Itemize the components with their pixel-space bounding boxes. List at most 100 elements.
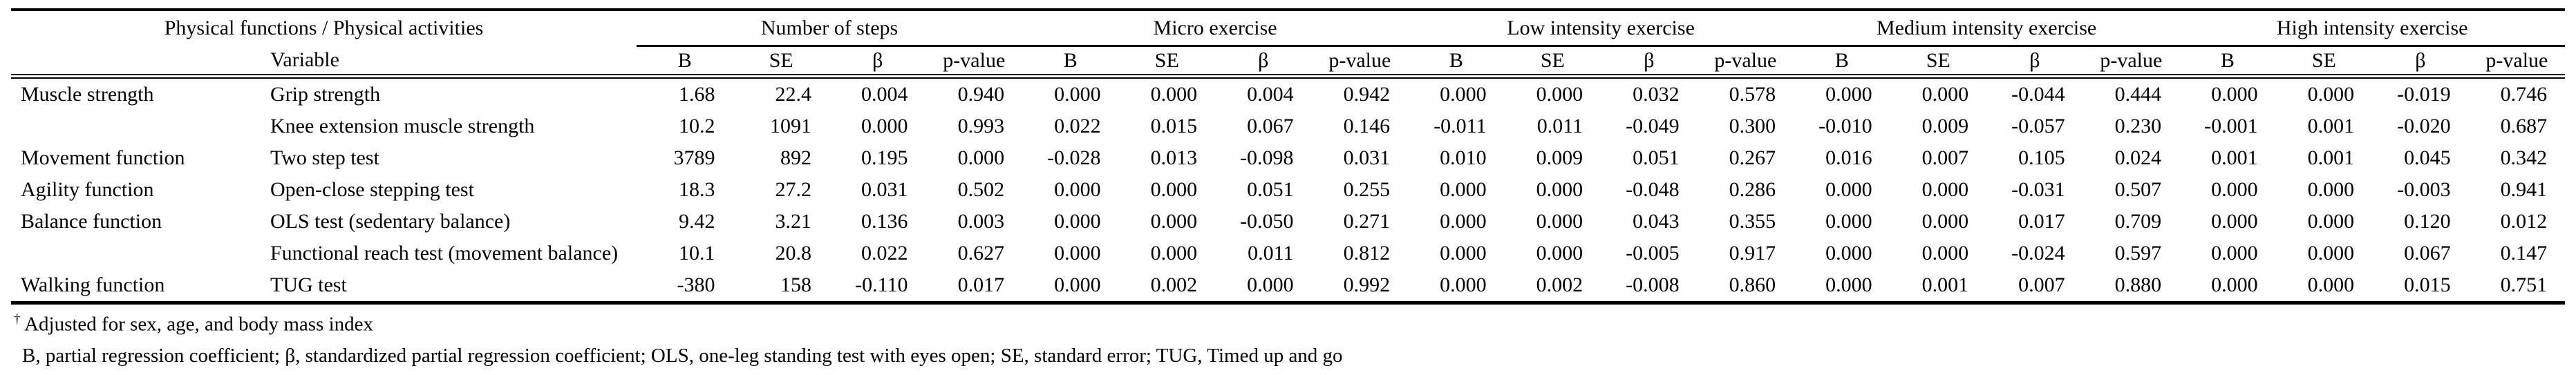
value-cell: -0.050 xyxy=(1240,210,1294,233)
variable-cell: Open-close stepping test xyxy=(270,178,474,201)
variable-cell: TUG test xyxy=(270,269,637,305)
stat-header: B xyxy=(1022,46,1119,79)
value-cell: 0.000 xyxy=(2307,83,2355,106)
value-cell: 0.993 xyxy=(957,115,1005,137)
value-cell: -0.110 xyxy=(829,269,926,305)
stat-header: p-value xyxy=(1311,46,1409,79)
function-cell: Balance function xyxy=(21,210,162,233)
value-cell: 0.940 xyxy=(957,83,1005,106)
value-cell: 0.000 xyxy=(1536,242,1583,265)
value-cell: 0.001 xyxy=(2211,146,2258,169)
value-cell: 0.000 xyxy=(1054,210,1101,233)
value-cell: 0.000 xyxy=(1054,242,1101,265)
value-cell: 10.1 xyxy=(679,242,715,265)
stat-header: β xyxy=(1986,46,2083,79)
value-cell: -0.049 xyxy=(1626,115,1680,137)
value-cell: 0.000 xyxy=(1921,210,1969,233)
stat-header: p-value xyxy=(925,46,1023,79)
value-cell: 0.597 xyxy=(2114,242,2162,265)
value-cell: 0.230 xyxy=(2114,115,2162,137)
stat-header: β xyxy=(1215,46,1312,79)
value-cell: -0.024 xyxy=(2011,242,2065,265)
footnote-adjusted-text: Adjusted for sex, age, and body mass ind… xyxy=(24,313,374,336)
value-cell: 0.000 xyxy=(1150,83,1198,106)
value-cell: 0.000 xyxy=(1215,269,1312,305)
group-header-row: Physical functions / Physical activities… xyxy=(11,10,2566,47)
value-cell: 0.000 xyxy=(1536,210,1583,233)
value-cell: 0.004 xyxy=(861,83,908,106)
value-cell: 0.000 xyxy=(1022,269,1119,305)
footnotes: † Adjusted for sex, age, and body mass i… xyxy=(11,305,2565,367)
regression-results-table: Physical functions / Physical activities… xyxy=(11,8,2566,305)
stat-header: β xyxy=(829,46,926,79)
footnote-abbreviations: B, partial regression coefficient; β, st… xyxy=(14,345,2565,366)
variable-cell: Grip strength xyxy=(270,83,381,106)
value-cell: 0.000 xyxy=(1408,269,1505,305)
value-cell: 0.051 xyxy=(1247,178,1294,201)
stat-header: p-value xyxy=(1697,46,1794,79)
value-cell: 0.880 xyxy=(2083,269,2180,305)
value-cell: 0.012 xyxy=(2500,210,2548,233)
value-cell: 0.286 xyxy=(1729,178,1776,201)
value-cell: 0.000 xyxy=(2307,242,2355,265)
value-cell: 0.000 xyxy=(1440,210,1487,233)
value-cell: 0.000 xyxy=(2307,210,2355,233)
value-cell: 0.709 xyxy=(2114,210,2162,233)
value-cell: 0.007 xyxy=(1921,146,1969,169)
value-cell: 0.022 xyxy=(1054,115,1101,137)
value-cell: 0.001 xyxy=(2307,115,2355,137)
value-cell: 0.195 xyxy=(861,146,908,169)
value-cell: 0.009 xyxy=(1536,146,1583,169)
value-cell: 0.000 xyxy=(1921,178,1969,201)
value-cell: 0.017 xyxy=(2018,210,2065,233)
group-header: Medium intensity exercise xyxy=(1794,10,2180,47)
value-cell: 0.002 xyxy=(1118,269,1216,305)
value-cell: 0.000 xyxy=(1825,83,1872,106)
value-cell: -0.098 xyxy=(1240,146,1294,169)
value-cell: 22.4 xyxy=(775,83,812,106)
value-cell: 0.342 xyxy=(2500,146,2548,169)
value-cell: 0.067 xyxy=(1247,115,1294,137)
value-cell: 0.146 xyxy=(1343,115,1391,137)
value-cell: 0.000 xyxy=(957,146,1005,169)
value-cell: 0.015 xyxy=(2372,269,2469,305)
value-cell: 20.8 xyxy=(775,242,812,265)
value-cell: 0.000 xyxy=(2211,83,2258,106)
value-cell: 0.147 xyxy=(2500,242,2548,265)
value-cell: 0.000 xyxy=(1921,83,1969,106)
stat-header: B xyxy=(1408,46,1505,79)
stat-header: p-value xyxy=(2468,46,2566,79)
value-cell: 0.502 xyxy=(957,178,1005,201)
value-cell: -0.019 xyxy=(2397,83,2451,106)
stat-header: B xyxy=(2179,46,2276,79)
value-cell: 0.000 xyxy=(2211,242,2258,265)
value-cell: 0.009 xyxy=(1921,115,1969,137)
stat-header: β xyxy=(1601,46,1698,79)
value-cell: 0.067 xyxy=(2404,242,2451,265)
value-cell: 0.000 xyxy=(1150,242,1198,265)
value-cell: 0.942 xyxy=(1343,83,1391,106)
value-cell: 158 xyxy=(733,269,830,305)
variable-header: Variable xyxy=(270,46,637,79)
value-cell: 0.024 xyxy=(2114,146,2162,169)
stat-header: SE xyxy=(2275,46,2373,79)
variable-cell: OLS test (sedentary balance) xyxy=(270,210,511,233)
value-cell: 0.031 xyxy=(1343,146,1391,169)
value-cell: 0.917 xyxy=(1729,242,1776,265)
value-cell: 0.000 xyxy=(1440,178,1487,201)
table-row: Movement function Two step test 3789 892 0.1… xyxy=(11,142,2565,174)
value-cell: 0.000 xyxy=(1440,83,1487,106)
value-cell: 0.011 xyxy=(1536,115,1583,137)
value-cell: 0.136 xyxy=(861,210,908,233)
stat-header-row: Variable B SE β p-value B SE β p-value B SE β p-val… xyxy=(11,46,2566,79)
variable-cell: Knee extension muscle strength xyxy=(270,115,535,137)
footnote-abbreviations-text: B, partial regression coefficient; β, st… xyxy=(22,345,1343,367)
value-cell: 0.016 xyxy=(1825,146,1872,169)
value-cell: 0.000 xyxy=(1536,178,1583,201)
stat-header: p-value xyxy=(2083,46,2180,79)
stat-header: SE xyxy=(733,46,830,79)
value-cell: 0.000 xyxy=(1150,178,1198,201)
function-cell xyxy=(11,110,270,142)
function-cell xyxy=(11,238,270,269)
group-header: Low intensity exercise xyxy=(1408,10,1794,47)
